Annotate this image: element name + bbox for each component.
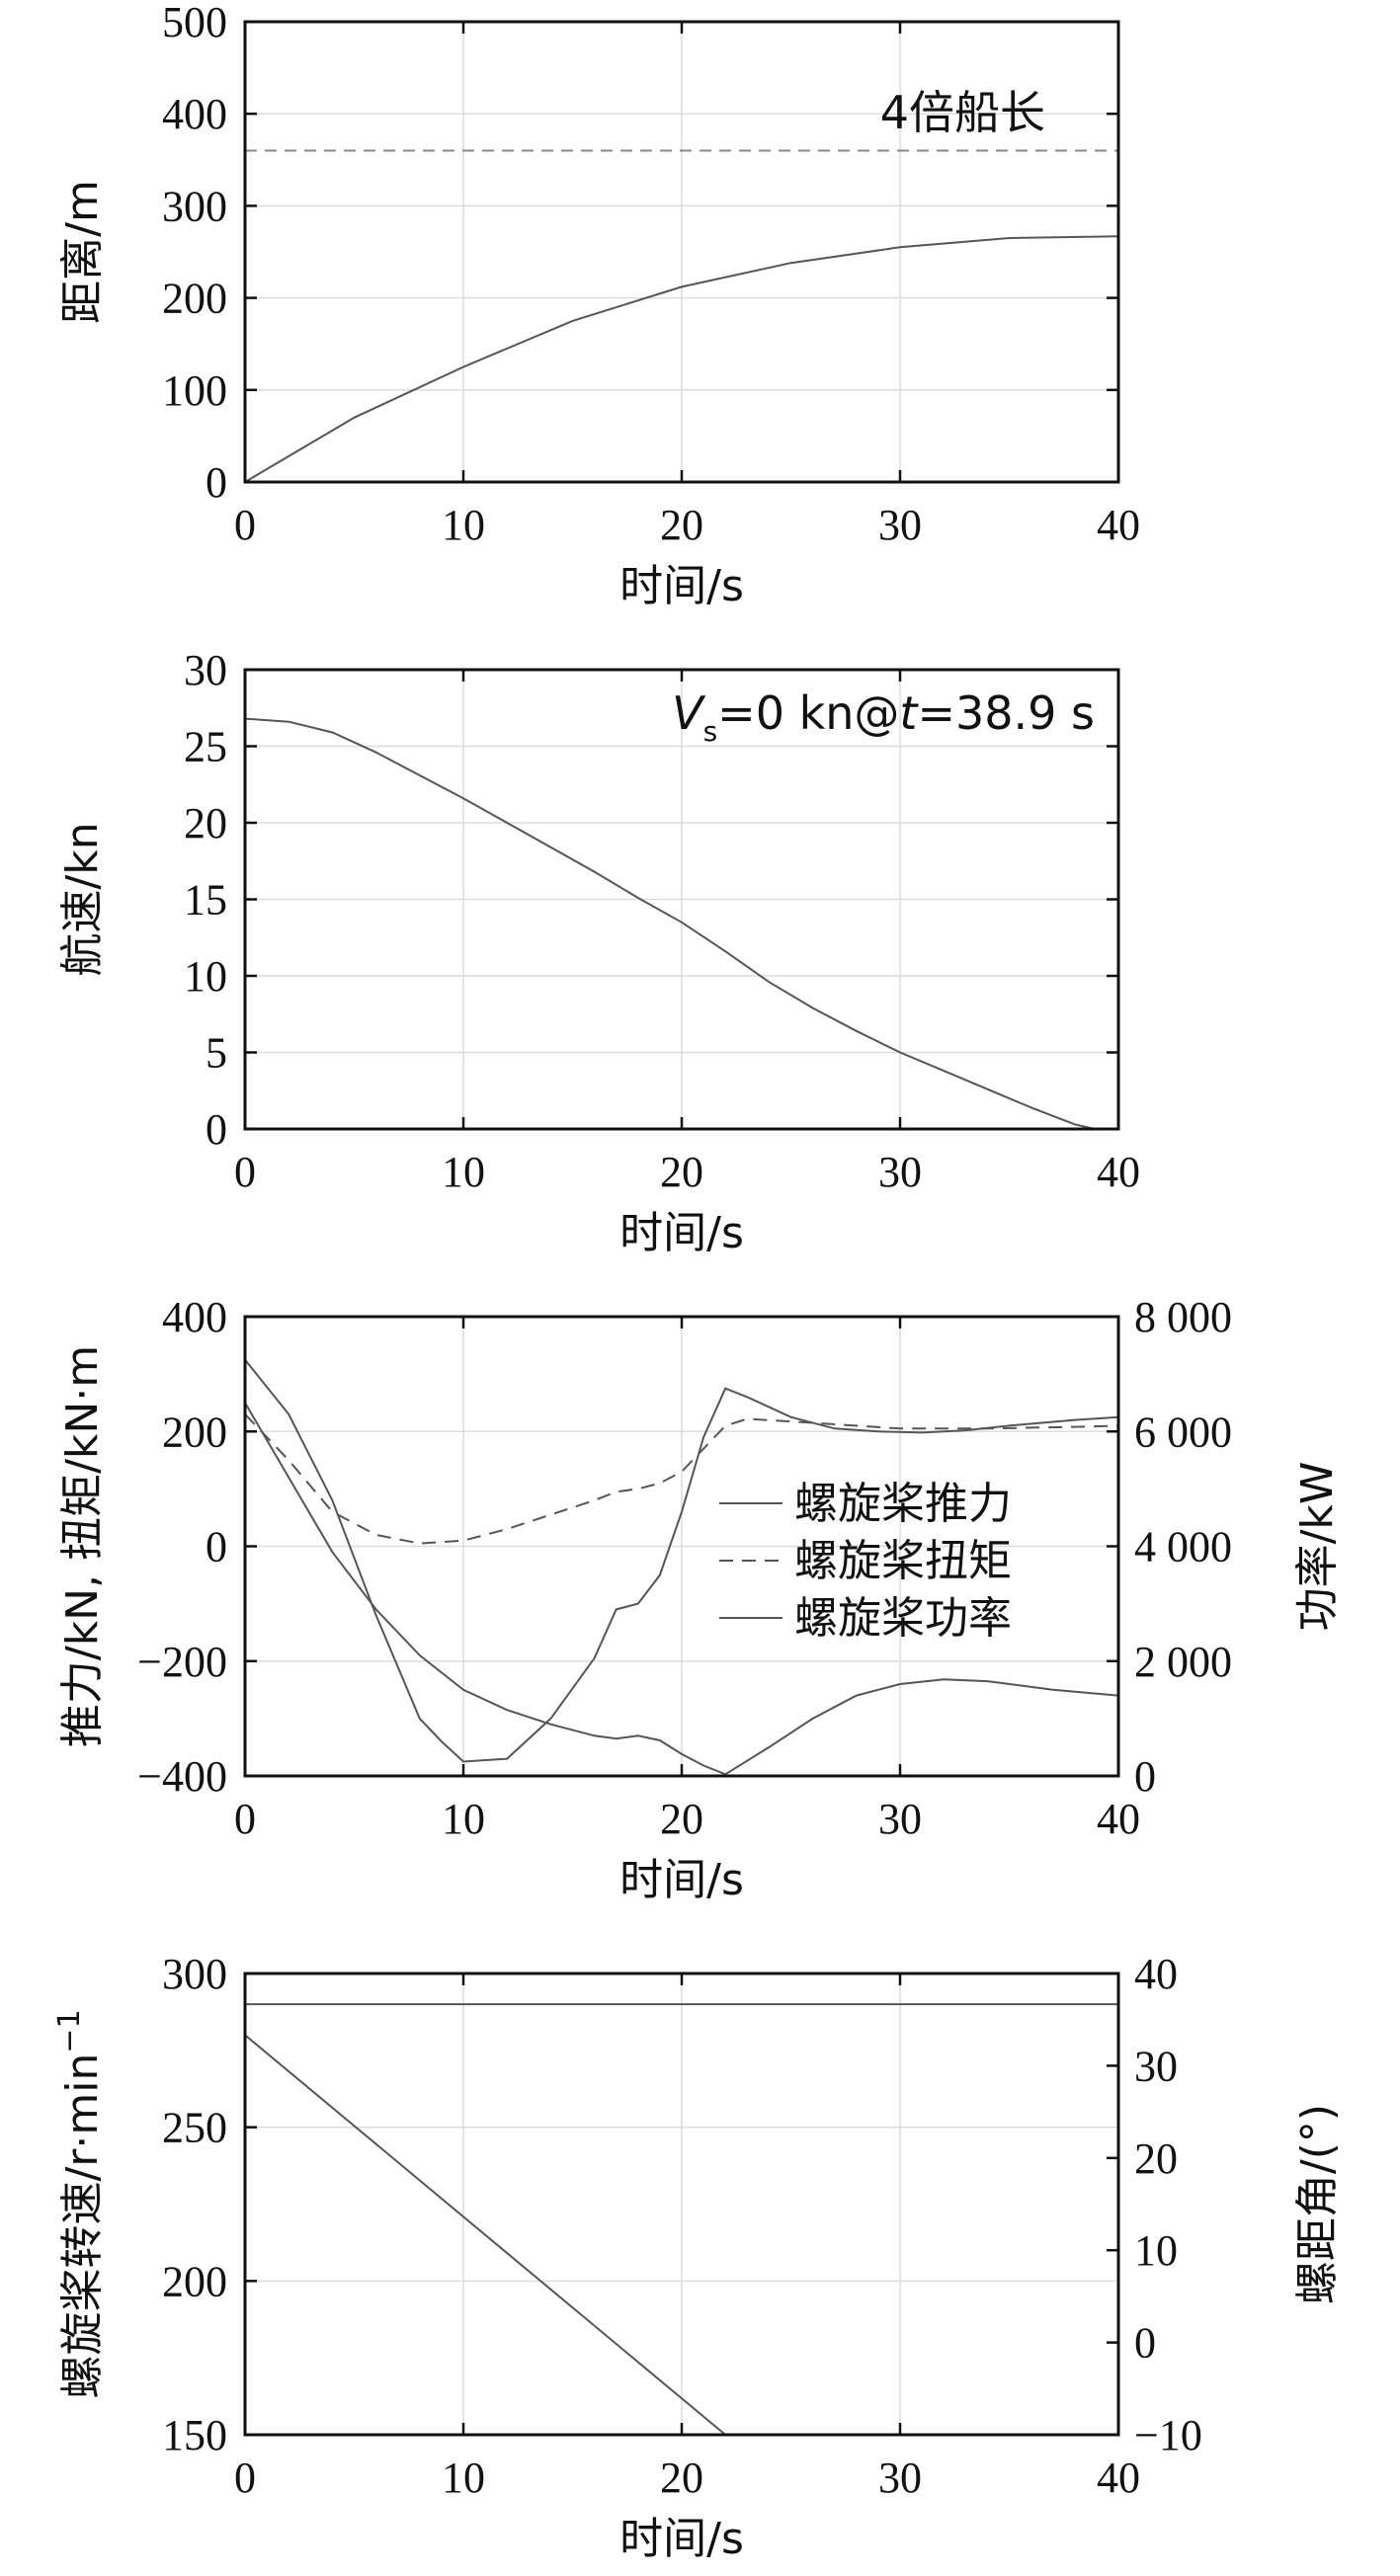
annotation-part-v: V [672, 686, 706, 740]
x-tick-label: 40 [1097, 1148, 1140, 1196]
y-axis-label: 航速/kn [57, 822, 108, 976]
y2-tick-label: 6 000 [1134, 1408, 1232, 1456]
y-tick-label: 200 [162, 275, 227, 323]
x-tick-label: 30 [878, 501, 922, 549]
series-line-1 [244, 717, 1095, 1130]
annotation-part-rest2: =38.9 s [917, 686, 1095, 740]
series-line-2 [244, 2034, 726, 2436]
x-axis-label: 时间/s [619, 1208, 744, 1258]
y-tick-label: 200 [162, 2257, 227, 2305]
y2-tick-label: −10 [1134, 2411, 1202, 2459]
y-tick-label: 150 [162, 2411, 227, 2459]
y-axis-label: 距离/m [57, 180, 108, 324]
chart-panel-2: 0 10 20 30 40 0 5 10 15 20 25 30 时间/s 航速/kn Vs=0 kn@t=… [57, 646, 1140, 1258]
x-tick-label: 10 [442, 501, 485, 549]
y2-tick-label: 40 [1134, 1950, 1178, 1998]
x-axis-label: 时间/s [619, 1855, 744, 1905]
chart-panel-3: 0 10 20 30 40 −400 −200 0 200 400 0 2 000 4 000 6 000… [57, 1293, 1343, 1905]
x-tick-label: 30 [878, 1148, 922, 1196]
x-tick-label: 10 [442, 2454, 485, 2502]
x-tick-label: 0 [234, 1795, 256, 1843]
y-tick-label: 0 [206, 458, 227, 507]
y-tick-label: 20 [184, 799, 227, 847]
x-tick-label: 0 [234, 2454, 256, 2502]
x-tick-label: 0 [234, 501, 256, 549]
y-tick-label: 10 [184, 952, 227, 1001]
series-line-2 [244, 1413, 1119, 1545]
y-tick-label: −400 [137, 1752, 227, 1801]
y-tick-label: 30 [184, 646, 227, 694]
y2-axis-label: 功率/kW [1292, 1462, 1343, 1632]
x-tick-label: 10 [442, 1795, 485, 1843]
y-tick-label: −200 [137, 1638, 227, 1686]
y-tick-label: 100 [162, 366, 227, 415]
y-axis-label-superscript: −1 [52, 2009, 87, 2053]
y-tick-label: 500 [162, 0, 227, 46]
x-tick-label: 40 [1097, 2454, 1140, 2502]
chart-panel-4: 0 10 20 30 40 150 200 250 300 −10 0 10 20 30 40 时间/s 螺旋桨… [52, 1950, 1343, 2564]
y-tick-label: 0 [206, 1105, 227, 1154]
x-tick-label: 40 [1097, 1795, 1140, 1843]
y-tick-label: 25 [184, 723, 227, 771]
plot-frame [243, 20, 1120, 484]
y2-tick-label: 2 000 [1134, 1638, 1232, 1686]
y2-tick-label: 20 [1134, 2134, 1178, 2183]
y-tick-label: 300 [162, 182, 227, 230]
plot-frame [243, 1972, 1120, 2437]
x-axis-label: 时间/s [619, 561, 744, 611]
plot-frame [243, 1315, 1120, 1778]
y2-axis-label: 螺距角/(°) [1292, 2104, 1343, 2304]
series-line-1 [244, 1358, 1119, 1763]
annotation-part-t: t [899, 686, 919, 740]
y-tick-label: 15 [184, 876, 227, 925]
y-tick-label: 5 [206, 1029, 227, 1078]
y-tick-label: 250 [162, 2104, 227, 2152]
x-tick-label: 30 [878, 2454, 922, 2502]
x-tick-label: 40 [1097, 501, 1140, 549]
y-axis-label: 推力/kN, 扭矩/kN·m [57, 1345, 108, 1747]
y2-tick-label: 30 [1134, 2042, 1178, 2090]
y-tick-label: 400 [162, 90, 227, 138]
plot-frame [243, 668, 1120, 1131]
legend-label-2: 螺旋桨扭矩 [794, 1536, 1012, 1586]
x-tick-label: 20 [660, 2454, 703, 2502]
x-tick-label: 30 [878, 1795, 922, 1843]
y-tick-label: 400 [162, 1293, 227, 1341]
x-tick-label: 10 [442, 1148, 485, 1196]
y-tick-label: 0 [206, 1523, 227, 1571]
series-line-3 [244, 1402, 1119, 1776]
legend-label-1: 螺旋桨推力 [794, 1479, 1012, 1529]
y-tick-label: 200 [162, 1408, 227, 1456]
y-axis-label-main: 螺旋桨转速/r·min [57, 2053, 108, 2399]
y2-tick-label: 0 [1134, 2319, 1156, 2368]
x-axis-label: 时间/s [619, 2514, 744, 2564]
y-axis-label: 螺旋桨转速/r·min−1 [52, 2009, 108, 2398]
annotation-text: Vs=0 kn@t=38.9 s [672, 686, 1095, 748]
annotation-part-sub: s [703, 715, 718, 748]
x-tick-label: 20 [660, 501, 703, 549]
y2-tick-label: 8 000 [1134, 1293, 1232, 1341]
x-tick-label: 20 [660, 1795, 703, 1843]
x-tick-label: 0 [234, 1148, 256, 1196]
y2-tick-label: 0 [1134, 1752, 1156, 1801]
y2-tick-label: 4 000 [1134, 1523, 1232, 1571]
y-tick-label: 300 [162, 1950, 227, 1998]
annotation-text: 4倍船长 [880, 86, 1045, 139]
x-tick-label: 20 [660, 1148, 703, 1196]
series-line-1 [244, 235, 1119, 483]
legend-label-3: 螺旋桨功率 [794, 1593, 1012, 1644]
y2-tick-label: 10 [1134, 2226, 1178, 2275]
annotation-part-rest1: =0 kn@ [717, 686, 899, 740]
